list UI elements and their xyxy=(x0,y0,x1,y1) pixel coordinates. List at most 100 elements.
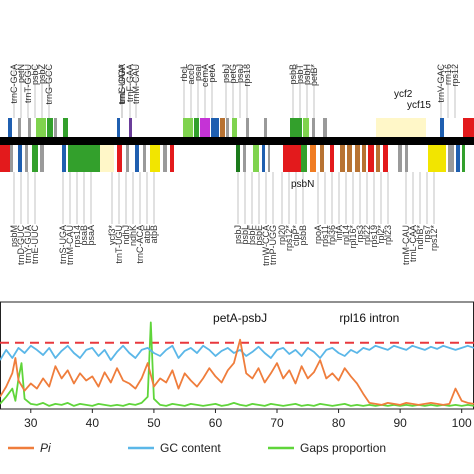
x-tick-label: 80 xyxy=(332,416,346,430)
legend-label-pi: Pi xyxy=(40,441,51,455)
gene-block xyxy=(10,145,13,172)
gene-label-rrn16: rrn16 xyxy=(443,64,453,85)
gene-block xyxy=(340,145,345,172)
gene-label-cema: cemA xyxy=(200,64,210,87)
gene-label-psaj: psaJ xyxy=(235,64,245,83)
gene-label-psbt: psbT xyxy=(295,64,305,85)
gene-label-trnd-guc: trnD-GUC xyxy=(16,225,26,265)
gene-label-trnc-gca: trnC-GCA xyxy=(9,64,19,104)
gene-label-peta: petA xyxy=(207,64,217,83)
gene-block xyxy=(448,145,454,172)
gene-label-trnt-ggu: trnT-GGU xyxy=(23,64,33,103)
gene-label-trne-uuc: trnE-UUC xyxy=(30,225,40,265)
gene-label-rpl23: rpl23 xyxy=(383,225,393,245)
legend-label-gc-content: GC content xyxy=(160,441,221,455)
gene-label-rpl22: rpl22 xyxy=(362,225,372,245)
gene-block xyxy=(163,145,167,172)
gene-blocks xyxy=(0,118,474,172)
x-tick-label: 90 xyxy=(393,416,407,430)
gene-block xyxy=(211,118,219,137)
gene-block xyxy=(18,145,22,172)
gene-label-ycf15: ycf15 xyxy=(407,100,431,111)
gene-label-rps7: rps7 xyxy=(422,225,432,243)
gene-label-rpl16: rpl16* xyxy=(348,225,358,249)
gene-block xyxy=(301,145,307,172)
gene-label-psbb: psbB xyxy=(298,225,308,246)
peak-annotations: petA-psbJ rpl16 intron xyxy=(213,311,399,325)
gene-block xyxy=(68,145,100,172)
gene-label-rps11: rps11 xyxy=(320,225,330,247)
gene-label-psbb: psbB xyxy=(288,64,298,85)
gene-block xyxy=(368,145,374,172)
gene-block xyxy=(194,118,199,137)
gene-label-leader-lines xyxy=(13,66,456,224)
gene-label-psab: psaB xyxy=(79,225,89,246)
gene-block xyxy=(36,118,46,137)
gene-block xyxy=(405,145,408,172)
gene-label-ycf2: ycf2 xyxy=(394,89,413,100)
annotation-rpl16-intron: rpl16 intron xyxy=(339,311,399,325)
gene-label-rpl36: rpl36 xyxy=(327,225,337,245)
gene-label-rpl20: rpl20 xyxy=(277,225,287,245)
gene-block xyxy=(246,118,249,137)
gene-block xyxy=(383,145,388,172)
gene-block xyxy=(398,145,402,172)
gene-label-rpoa: rpoA xyxy=(313,225,323,244)
gene-label-psbm: psbM xyxy=(9,225,19,247)
gene-label-trnm-cau: trnM-CAU xyxy=(401,225,411,265)
gene-block xyxy=(347,145,352,172)
gene-block xyxy=(0,145,10,172)
gene-label-trns-gga: trnS-GGA xyxy=(117,64,127,104)
gene-label-psbl: psbL xyxy=(240,225,250,245)
gene-label-trnv-gac: trnV-GAC xyxy=(436,64,446,103)
gene-label-rbcl: rbcL xyxy=(179,64,189,82)
gene-block xyxy=(100,145,114,172)
gene-label-rps19: rps19 xyxy=(369,225,379,248)
gene-label-trnm-cau: trnM-CAU xyxy=(65,225,75,265)
gene-label-trng-gcc: trnG-GCC xyxy=(44,63,54,104)
gene-label-psbj: psbJ xyxy=(233,225,243,244)
gene-block xyxy=(143,145,146,172)
gene-block xyxy=(200,118,210,137)
gene-label-ndhb: ndhB* xyxy=(415,225,425,250)
gene-block xyxy=(8,118,12,137)
gene-block xyxy=(323,118,327,137)
gene-label-rpl2: rpl2* xyxy=(376,225,386,244)
gene-block xyxy=(376,145,380,172)
gene-label-petg: petG xyxy=(228,64,238,84)
gene-label-rpl14: rpl14 xyxy=(341,225,351,245)
gene-block xyxy=(226,118,229,137)
gene-block xyxy=(54,118,57,137)
gene-label-ndhk: ndhK xyxy=(128,225,138,246)
gene-block xyxy=(262,145,265,172)
gene-block xyxy=(220,118,225,137)
gene-label-petn: petN xyxy=(16,64,26,83)
gene-label-ndhj: ndhJ xyxy=(121,225,131,245)
gene-block xyxy=(320,145,324,172)
gene-block xyxy=(129,118,132,137)
gene-block xyxy=(283,145,301,172)
gene-block xyxy=(25,145,28,172)
gene-label-psbf: psbF xyxy=(247,225,257,246)
gene-label-trnl-uaa: trnL-UAA* xyxy=(117,64,127,105)
x-tick-label: 70 xyxy=(270,416,284,430)
gene-label-trny-gua: trnY-GUA xyxy=(23,225,33,263)
gene-block xyxy=(47,118,53,137)
gene-label-psbe: psbE xyxy=(254,225,264,246)
gene-block xyxy=(117,118,120,137)
gene-block xyxy=(40,145,44,172)
gene-label-trnm-cau: trnM-CAU xyxy=(131,64,141,104)
gene-block xyxy=(355,145,360,172)
series-line-gaps-proportion xyxy=(0,321,474,407)
gene-label-trnf-gaa: trnF-GAA xyxy=(125,64,135,102)
gene-block xyxy=(63,118,68,137)
gene-label-infa: infA xyxy=(334,225,344,241)
gene-label-petb: petB* xyxy=(309,64,319,87)
gene-block xyxy=(290,118,302,137)
gene-label-trnc-aca: trnC-ACA xyxy=(135,225,145,264)
gene-block xyxy=(243,145,246,172)
gene-block xyxy=(183,118,193,137)
gene-block xyxy=(440,118,444,137)
gene-block xyxy=(310,145,316,172)
